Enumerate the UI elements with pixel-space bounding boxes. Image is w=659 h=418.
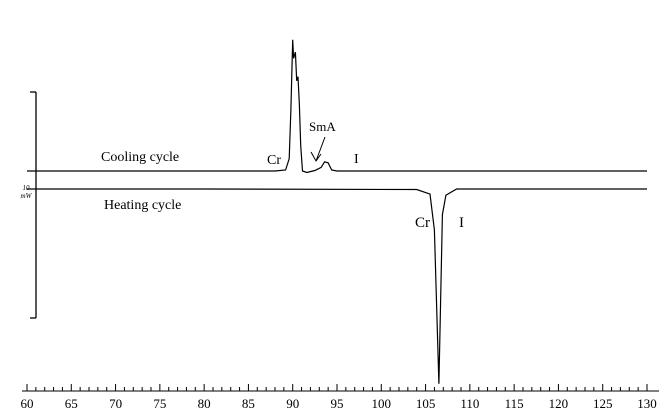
x-tick-label: 105	[416, 396, 436, 411]
x-tick-label: 115	[505, 396, 524, 411]
sma-arrow	[310, 136, 326, 162]
x-tick-label: 65	[65, 396, 78, 411]
x-tick-label: 85	[242, 396, 255, 411]
cooling-cycle-curve	[27, 39, 647, 174]
x-tick-label: 90	[286, 396, 299, 411]
cooling-cr-label: Cr	[267, 153, 281, 168]
cooling-i-label: I	[354, 152, 359, 167]
x-tick-label: 110	[460, 396, 479, 411]
heating-cycle-label: Heating cycle	[104, 198, 181, 213]
x-tick-label: 75	[153, 396, 166, 411]
cooling-sma-label: SmA	[309, 119, 336, 134]
heating-cycle-curve	[27, 188, 647, 384]
x-tick-label: 60	[21, 396, 34, 411]
x-tick-label: 130	[637, 396, 657, 411]
heating-cr-label: Cr	[415, 215, 430, 231]
heating-i-label: I	[459, 215, 464, 231]
scale-bar-unit: mW	[21, 192, 33, 200]
x-tick-label: 100	[372, 396, 392, 411]
scale-bar-value: 10	[23, 184, 31, 192]
x-tick-label: 125	[593, 396, 613, 411]
x-tick-label: 80	[198, 396, 211, 411]
x-axis-ticks: 60 65 70 75 80 85 90 95 100 105 110 115 120 125 130	[21, 384, 657, 411]
x-tick-label: 95	[330, 396, 343, 411]
x-tick-label: 120	[549, 396, 569, 411]
cooling-cycle-label: Cooling cycle	[101, 150, 179, 165]
x-tick-label: 70	[109, 396, 122, 411]
